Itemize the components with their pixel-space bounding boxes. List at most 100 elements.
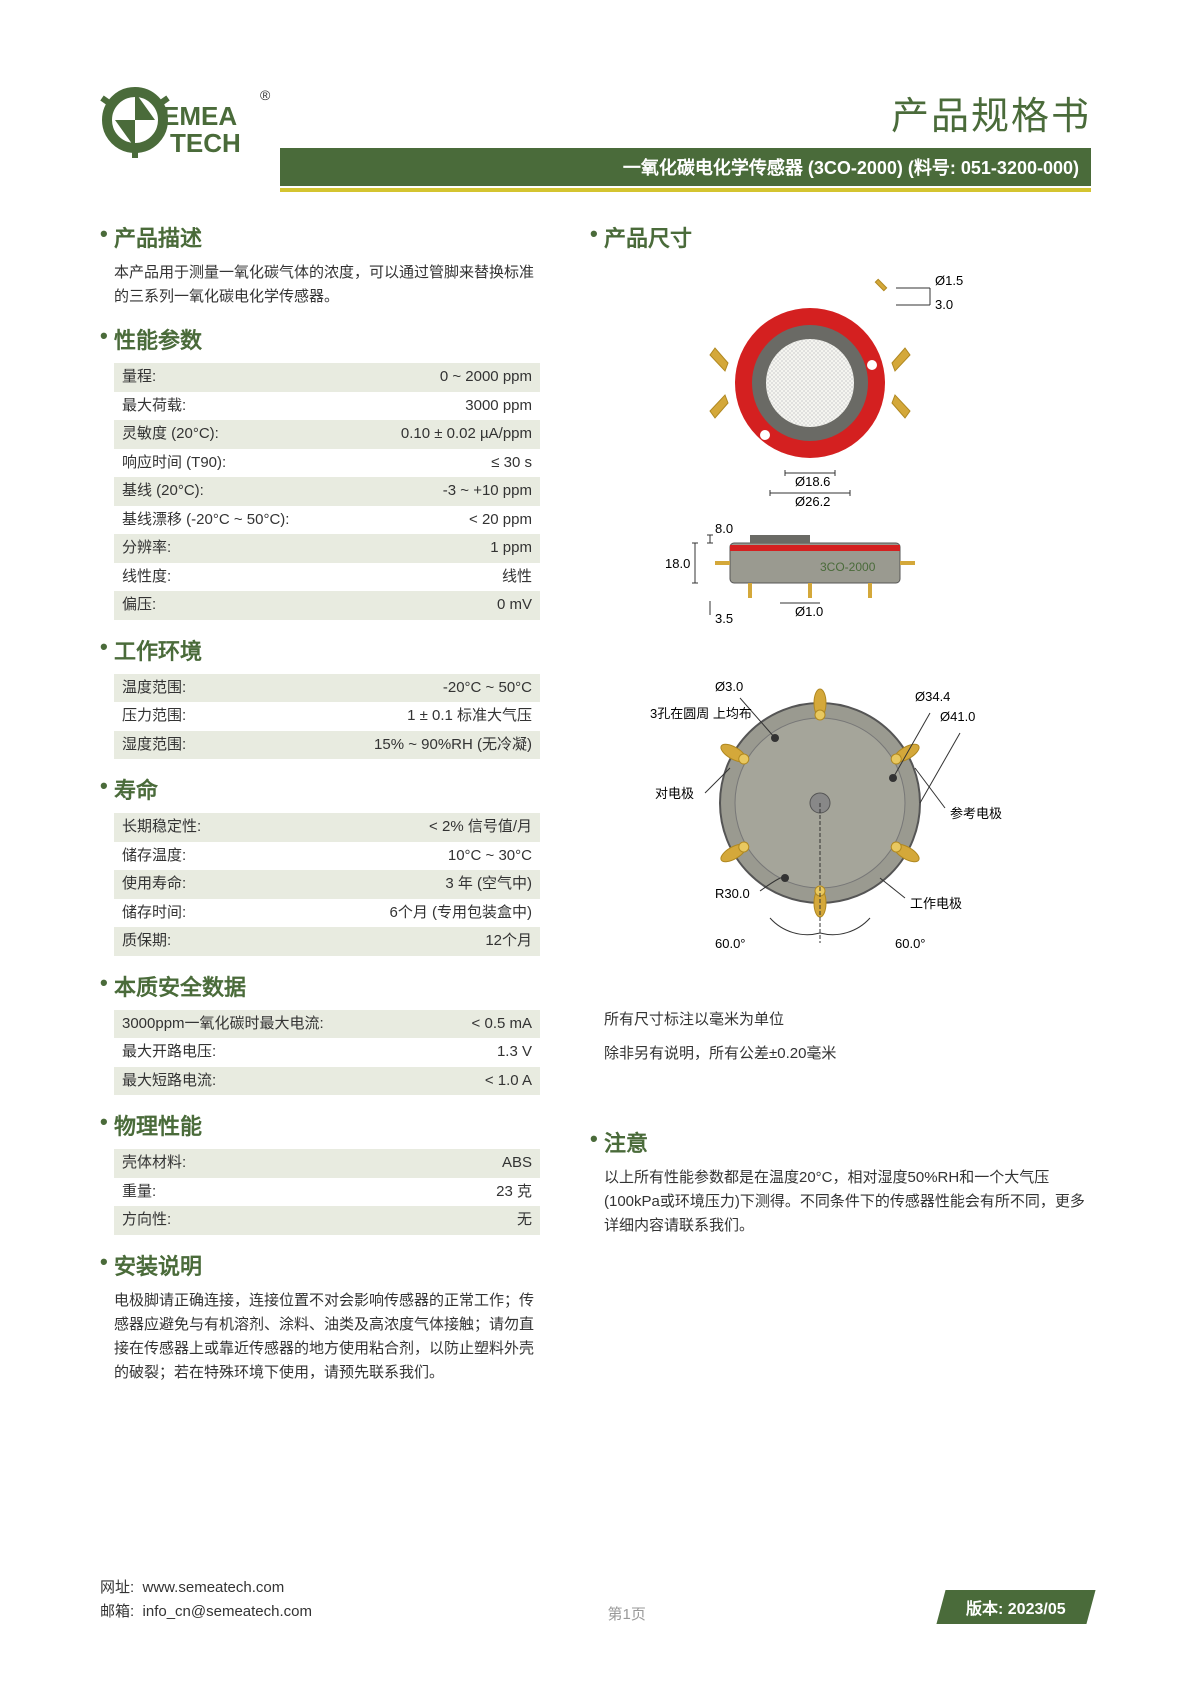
dim-d410: Ø41.0 (940, 709, 975, 724)
spec-value: 1.3 V (429, 1038, 540, 1067)
spec-label: 储存时间: (114, 899, 274, 928)
main-content: 产品描述 本产品用于测量一氧化碳气体的浓度，可以通过管脚来替换标准的三系列一氧化… (100, 207, 1091, 1385)
spec-label: 温度范围: (114, 674, 248, 703)
spec-label: 储存温度: (114, 842, 274, 871)
section-title-env: 工作环境 (100, 634, 540, 666)
work-electrode: 工作电极 (910, 896, 962, 911)
bottom-view-icon: Ø3.0 3孔在圆周 上均布 Ø34.4 Ø41.0 对电极 参考电极 工作电极… (650, 679, 1002, 951)
section-title-desc: 产品描述 (100, 221, 540, 253)
env-table: 温度范围:-20°C ~ 50°C压力范围:1 ± 0.1 标准大气压湿度范围:… (114, 674, 540, 760)
dim-d30: Ø3.0 (715, 679, 743, 694)
footer: 网址: www.semeatech.com 邮箱: info_cn@semeat… (100, 1576, 1091, 1624)
spec-label: 湿度范围: (114, 731, 248, 760)
dim-d186: Ø18.6 (795, 474, 830, 489)
table-row: 基线 (20°C):-3 ~ +10 ppm (114, 477, 540, 506)
logo-text-2: TECH (170, 128, 241, 158)
table-row: 灵敏度 (20°C):0.10 ± 0.02 µA/ppm (114, 420, 540, 449)
table-row: 线性度:线性 (114, 563, 540, 592)
table-row: 温度范围:-20°C ~ 50°C (114, 674, 540, 703)
section-title-phys: 物理性能 (100, 1109, 540, 1141)
table-row: 储存温度:10°C ~ 30°C (114, 842, 540, 871)
table-row: 最大开路电压:1.3 V (114, 1038, 540, 1067)
top-view-icon: Ø1.5 3.0 Ø18.6 Ø26.2 (710, 273, 963, 509)
spec-value: -3 ~ +10 ppm (350, 477, 540, 506)
spec-value: < 20 ppm (350, 506, 540, 535)
table-row: 分辨率:1 ppm (114, 534, 540, 563)
spec-value: < 0.5 mA (429, 1010, 540, 1039)
side-view-icon: 3CO-2000 8.0 18.0 Ø1.0 3.5 (665, 521, 915, 626)
table-row: 最大荷载:3000 ppm (114, 392, 540, 421)
spec-value: 0.10 ± 0.02 µA/ppm (350, 420, 540, 449)
life-table: 长期稳定性:< 2% 信号值/月储存温度:10°C ~ 30°C使用寿命:3 年… (114, 813, 540, 956)
angle-60l: 60.0° (715, 936, 746, 951)
spec-label: 偏压: (114, 591, 350, 620)
spec-label: 长期稳定性: (114, 813, 274, 842)
spec-label: 最大短路电流: (114, 1067, 429, 1096)
table-row: 储存时间:6个月 (专用包装盒中) (114, 899, 540, 928)
table-row: 最大短路电流:< 1.0 A (114, 1067, 540, 1096)
dim-note-1: 所有尺寸标注以毫米为单位 (590, 1008, 1091, 1032)
table-row: 压力范围:1 ± 0.1 标准大气压 (114, 702, 540, 731)
logo: EMEA TECH ® (100, 80, 280, 180)
dim-d15: Ø1.5 (935, 273, 963, 288)
section-title-notice: 注意 (590, 1126, 1091, 1158)
table-row: 壳体材料:ABS (114, 1149, 540, 1178)
spec-value: 10°C ~ 30°C (274, 842, 540, 871)
section-title-safety: 本质安全数据 (100, 970, 540, 1002)
spec-value: 无 (373, 1206, 540, 1235)
table-row: 重量:23 克 (114, 1178, 540, 1207)
section-title-install: 安装说明 (100, 1249, 540, 1281)
left-column: 产品描述 本产品用于测量一氧化碳气体的浓度，可以通过管脚来替换标准的三系列一氧化… (100, 207, 540, 1385)
spec-value: 0 ~ 2000 ppm (350, 363, 540, 392)
install-text: 电极脚请正确连接，连接位置不对会影响传感器的正常工作；传感器应避免与有机溶剂、涂… (100, 1289, 540, 1385)
version-badge: 版本: 2023/05 (937, 1590, 1096, 1624)
desc-text: 本产品用于测量一氧化碳气体的浓度，可以通过管脚来替换标准的三系列一氧化碳电化学传… (100, 261, 540, 309)
yellow-divider (280, 188, 1091, 192)
spec-label: 基线 (20°C): (114, 477, 350, 506)
spec-value: 0 mV (350, 591, 540, 620)
dim-note-2: 除非另有说明，所有公差±0.20毫米 (590, 1042, 1091, 1066)
header-right: 产品规格书 一氧化碳电化学传感器 (3CO-2000) (料号: 051-320… (280, 80, 1091, 192)
phys-table: 壳体材料:ABS重量:23 克方向性:无 (114, 1149, 540, 1235)
spec-value: < 1.0 A (429, 1067, 540, 1096)
table-row: 长期稳定性:< 2% 信号值/月 (114, 813, 540, 842)
logo-text-1: EMEA (162, 101, 237, 131)
section-title-life: 寿命 (100, 773, 540, 805)
angle-60r: 60.0° (895, 936, 926, 951)
spec-label: 基线漂移 (-20°C ~ 50°C): (114, 506, 350, 535)
spec-label: 重量: (114, 1178, 373, 1207)
counter-electrode: 对电极 (655, 786, 694, 801)
spec-label: 质保期: (114, 927, 274, 956)
perf-table: 量程:0 ~ 2000 ppm最大荷载:3000 ppm灵敏度 (20°C):0… (114, 363, 540, 620)
dim-30: 3.0 (935, 297, 953, 312)
spec-value: -20°C ~ 50°C (248, 674, 540, 703)
spec-value: 15% ~ 90%RH (无冷凝) (248, 731, 540, 760)
url-label: 网址: (100, 1579, 134, 1596)
table-row: 响应时间 (T90):≤ 30 s (114, 449, 540, 478)
page-number: 第1页 (608, 1603, 646, 1624)
dim-35: 3.5 (715, 611, 733, 626)
spec-label: 压力范围: (114, 702, 248, 731)
table-row: 方向性:无 (114, 1206, 540, 1235)
spec-value: ≤ 30 s (350, 449, 540, 478)
ref-electrode: 参考电极 (950, 806, 1002, 821)
dim-d344: Ø34.4 (915, 689, 950, 704)
table-row: 质保期:12个月 (114, 927, 540, 956)
spec-label: 最大荷载: (114, 392, 350, 421)
dim-80: 8.0 (715, 521, 733, 536)
notice-text: 以上所有性能参数都是在温度20°C，相对湿度50%RH和一个大气压(100kPa… (590, 1166, 1091, 1238)
spec-value: 12个月 (274, 927, 540, 956)
table-row: 偏压:0 mV (114, 591, 540, 620)
spec-value: 1 ± 0.1 标准大气压 (248, 702, 540, 731)
table-row: 3000ppm一氧化碳时最大电流:< 0.5 mA (114, 1010, 540, 1039)
footer-contact: 网址: www.semeatech.com 邮箱: info_cn@semeat… (100, 1576, 312, 1624)
safety-table: 3000ppm一氧化碳时最大电流:< 0.5 mA最大开路电压:1.3 V最大短… (114, 1010, 540, 1096)
holes-note: 3孔在圆周 上均布 (650, 706, 752, 721)
spec-label: 响应时间 (T90): (114, 449, 350, 478)
table-row: 使用寿命:3 年 (空气中) (114, 870, 540, 899)
spec-label: 方向性: (114, 1206, 373, 1235)
spec-label: 线性度: (114, 563, 350, 592)
dim-d10: Ø1.0 (795, 604, 823, 619)
section-title-dim: 产品尺寸 (590, 221, 1091, 253)
table-row: 基线漂移 (-20°C ~ 50°C):< 20 ppm (114, 506, 540, 535)
